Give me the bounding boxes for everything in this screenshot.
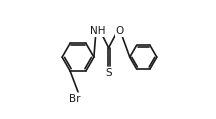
Text: NH: NH [90,26,106,36]
Text: O: O [115,26,123,36]
Text: Br: Br [69,94,80,104]
Text: S: S [105,68,112,78]
